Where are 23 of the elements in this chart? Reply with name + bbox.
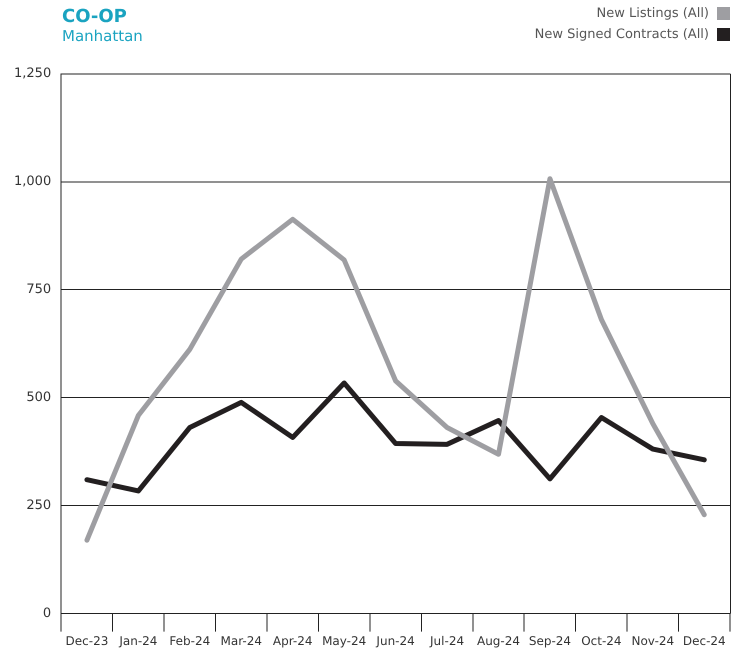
- x-tick-label: Oct-24: [581, 634, 622, 648]
- y-tick-label: 750: [26, 282, 52, 298]
- legend-label: New Signed Contracts (All): [534, 27, 709, 42]
- y-tick-label: 1,250: [14, 66, 52, 82]
- x-tick-label: Aug-24: [476, 634, 520, 648]
- x-tick-label: Dec-23: [66, 634, 108, 648]
- y-tick-label: 500: [26, 390, 52, 406]
- legend-label: New Listings (All): [596, 6, 709, 21]
- y-tick-label: 0: [42, 606, 52, 621]
- x-tick-label: Feb-24: [169, 634, 210, 648]
- x-tick-label: Apr-24: [272, 634, 313, 648]
- x-tick-label: Jul-24: [429, 634, 464, 648]
- chart-subtitle: Manhattan: [62, 27, 143, 45]
- x-tick-label: May-24: [322, 634, 366, 648]
- x-tick-label: Jan-24: [118, 634, 158, 648]
- x-tick-label: Sep-24: [528, 634, 572, 648]
- y-tick-label: 250: [26, 498, 52, 514]
- x-tick-label: Dec-24: [682, 634, 726, 648]
- x-tick-label: Nov-24: [631, 634, 674, 648]
- y-tick-label: 1,000: [14, 174, 52, 190]
- x-tick-label: Mar-24: [220, 634, 262, 648]
- x-tick-label: Jun-24: [375, 634, 415, 648]
- chart-title: CO-OP: [62, 6, 128, 27]
